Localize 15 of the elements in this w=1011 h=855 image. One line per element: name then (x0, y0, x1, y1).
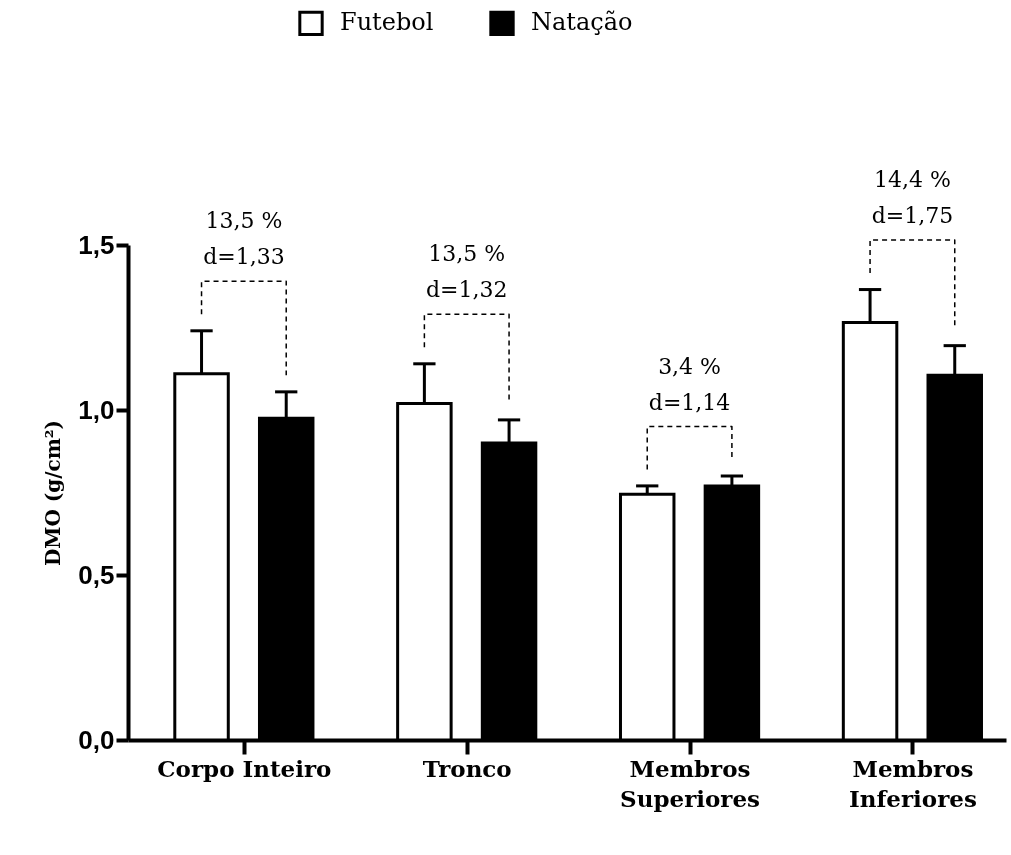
y-tick-label: 1,5 (78, 229, 115, 260)
x-tick-label: Tronco (422, 754, 512, 782)
y-tick-label: 0,5 (78, 559, 115, 590)
annotation: 13,5 % d=1,33 (203, 208, 285, 270)
y-axis-title: DMO (g/cm²) (41, 419, 66, 567)
legend-label: Natação (531, 8, 633, 37)
x-tick-label: Membros Inferiores (848, 754, 977, 812)
annotation: 13,5 % d=1,32 (425, 241, 508, 303)
annotation: 3,4 % d=1,14 (648, 353, 731, 415)
y-tick-label: 1,0 (78, 394, 115, 425)
y-tick-label: 0,0 (78, 724, 115, 755)
x-tick-label: Membros Superiores (620, 754, 761, 812)
legend-label: Futebol (340, 8, 434, 37)
x-tick-label: Corpo Inteiro (157, 754, 332, 782)
text: 14,4 % d=1,75 (871, 167, 954, 229)
